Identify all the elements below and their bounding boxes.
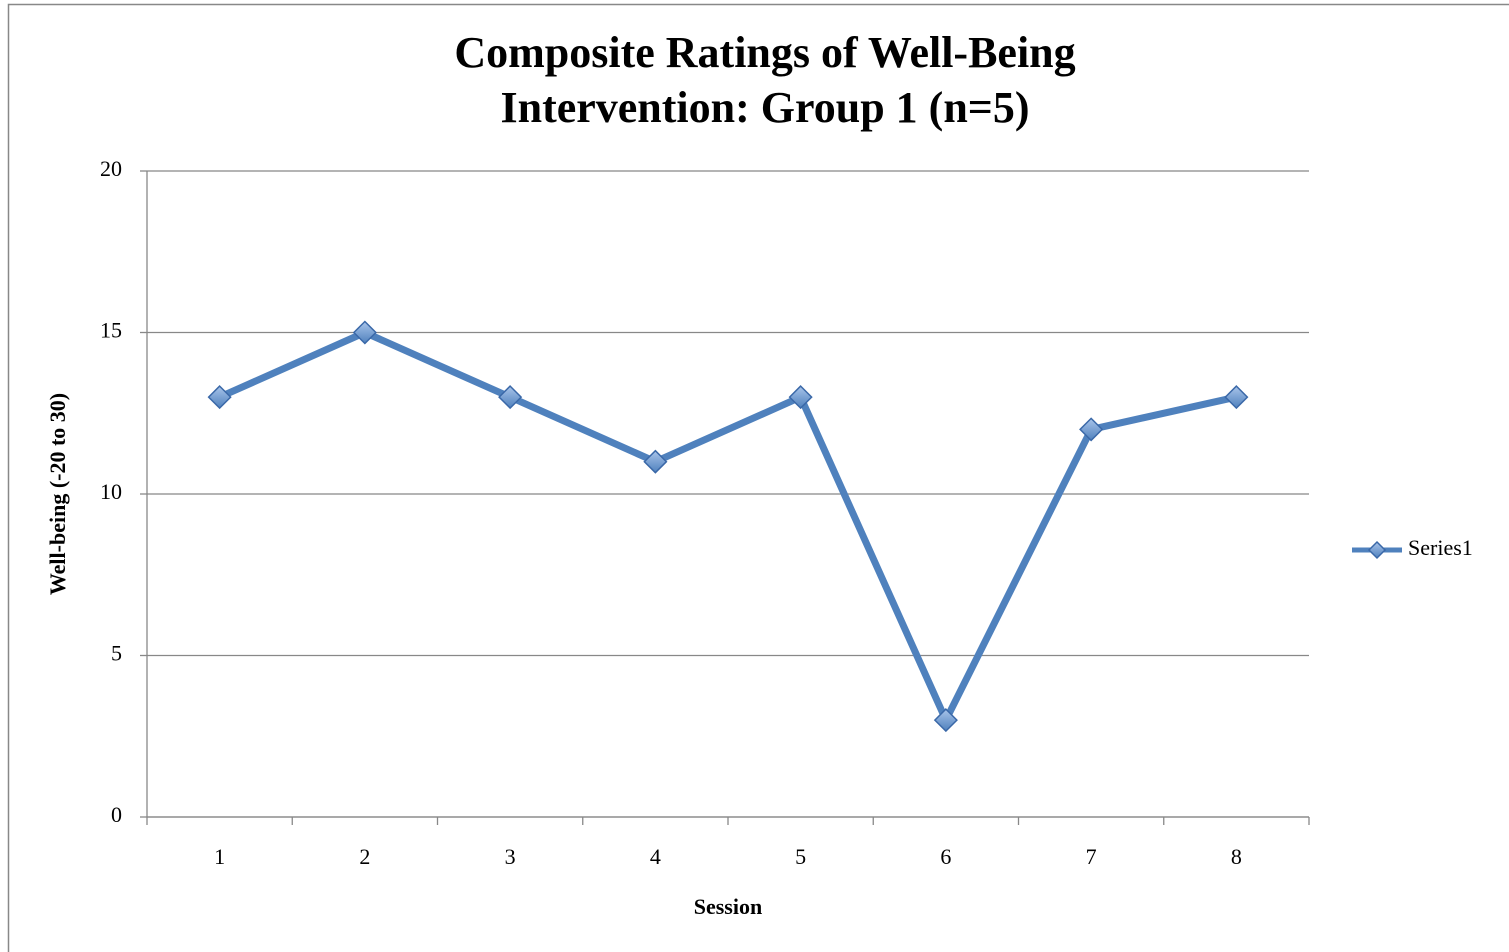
legend-marker bbox=[1367, 540, 1387, 560]
chart-title: Composite Ratings of Well-Being bbox=[454, 28, 1075, 77]
y-axis-title: Well-being (-20 to 30) bbox=[45, 393, 70, 595]
x-tick-label: 8 bbox=[1231, 844, 1242, 869]
x-tick-label: 1 bbox=[214, 844, 225, 869]
chart-border bbox=[7, 3, 1509, 952]
x-axis-title: Session bbox=[694, 894, 762, 919]
data-point bbox=[352, 320, 377, 345]
legend-label: Series1 bbox=[1408, 535, 1473, 560]
data-point bbox=[498, 385, 523, 410]
data-point bbox=[1079, 417, 1104, 442]
data-point bbox=[933, 708, 958, 733]
y-tick-label: 15 bbox=[100, 318, 122, 343]
x-tick-label: 5 bbox=[795, 844, 806, 869]
data-point bbox=[207, 385, 232, 410]
x-tick-label: 6 bbox=[940, 844, 951, 869]
y-tick-label: 0 bbox=[111, 802, 122, 827]
y-tick-label: 5 bbox=[111, 641, 122, 666]
y-tick-label: 10 bbox=[100, 479, 122, 504]
x-tick-label: 7 bbox=[1086, 844, 1097, 869]
data-point bbox=[788, 385, 813, 410]
series-line bbox=[218, 329, 1238, 724]
x-tick-label: 4 bbox=[650, 844, 661, 869]
data-point bbox=[643, 449, 668, 474]
chart-title: Intervention: Group 1 (n=5) bbox=[500, 83, 1029, 132]
y-tick-label: 20 bbox=[100, 156, 122, 181]
data-point bbox=[1224, 385, 1249, 410]
x-tick-label: 2 bbox=[359, 844, 370, 869]
x-tick-label: 3 bbox=[505, 844, 516, 869]
